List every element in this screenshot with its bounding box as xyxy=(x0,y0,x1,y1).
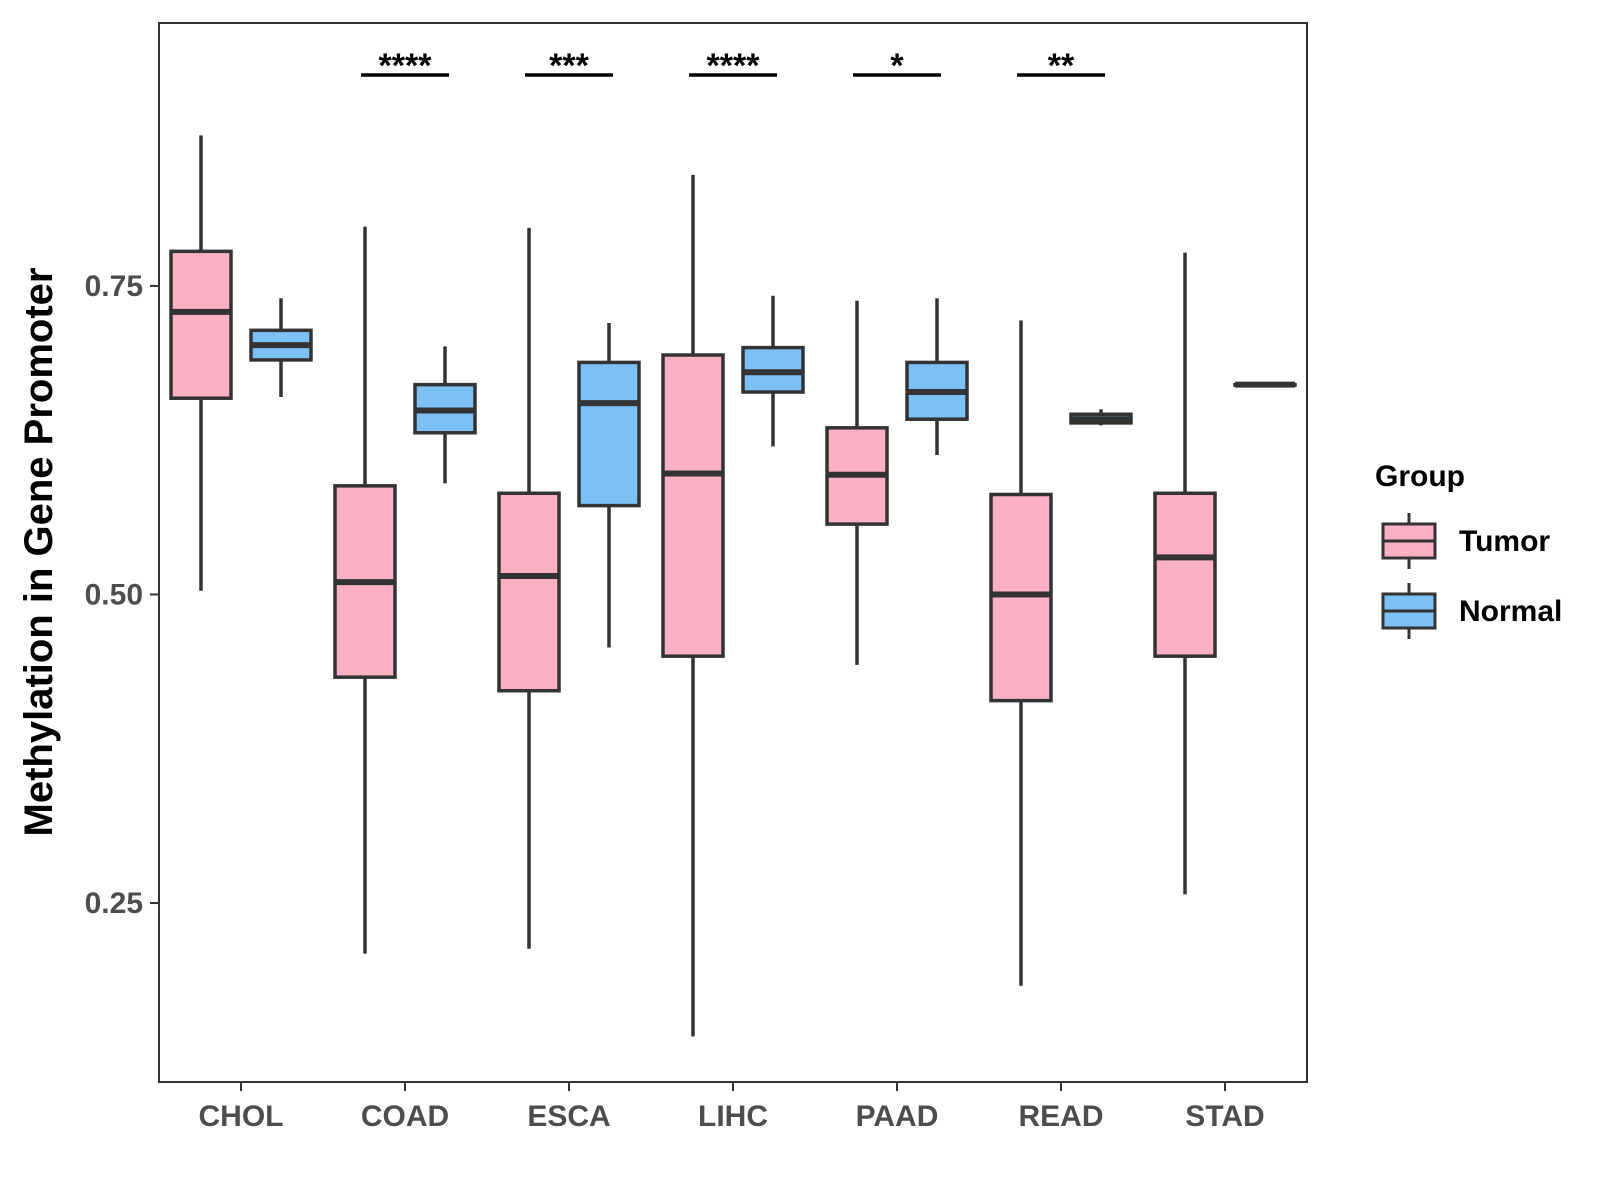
boxes-layer xyxy=(169,135,1297,1037)
legend-item-normal: Normal xyxy=(1381,583,1562,639)
legend-item-tumor: Tumor xyxy=(1381,513,1550,569)
box-normal-paad xyxy=(905,298,969,455)
x-axis: CHOL COAD ESCA LIHC PAAD READ STAD xyxy=(199,1082,1265,1133)
x-tick-label-lihc: LIHC xyxy=(698,1100,768,1133)
significance-label-esca: *** xyxy=(549,47,589,85)
box-tumor-esca xyxy=(497,227,561,949)
y-axis: 0.25 0.50 0.75 xyxy=(85,270,159,920)
box-body-tumor-stad xyxy=(1153,491,1217,658)
y-axis-title: Methylation in Gene Promoter xyxy=(17,268,61,837)
box-body-tumor-esca xyxy=(497,491,561,693)
box-normal-chol xyxy=(249,298,313,397)
box-body-tumor-lihc xyxy=(661,353,725,658)
legend-label-tumor: Tumor xyxy=(1459,525,1550,558)
x-tick-label-chol: CHOL xyxy=(199,1100,284,1133)
box-tumor-stad xyxy=(1153,252,1217,895)
x-tick-label-read: READ xyxy=(1018,1100,1103,1133)
plot-panel xyxy=(158,22,1308,1083)
x-tick-label-paad: PAAD xyxy=(856,1100,939,1133)
x-tick-label-coad: COAD xyxy=(361,1100,449,1133)
significance-label-coad: **** xyxy=(379,47,433,85)
box-normal-esca xyxy=(577,322,641,648)
box-normal-lihc xyxy=(741,295,805,447)
legend-label-normal: Normal xyxy=(1459,595,1562,628)
y-tick-label-1: 0.50 xyxy=(85,578,143,611)
annotations-layer: **** *** **** * ** xyxy=(361,47,1105,85)
box-normal-coad xyxy=(413,346,477,484)
box-tumor-lihc xyxy=(661,174,725,1037)
x-tick-label-esca: ESCA xyxy=(527,1100,610,1133)
box-tumor-coad xyxy=(333,226,397,954)
box-tumor-chol xyxy=(169,135,233,591)
box-normal-read xyxy=(1069,409,1133,426)
box-body-tumor-read xyxy=(989,492,1053,703)
y-tick-label-0: 0.25 xyxy=(85,887,143,920)
box-body-normal-esca xyxy=(577,360,641,508)
box-normal-stad xyxy=(1233,381,1297,388)
legend: Group Tumor Normal xyxy=(1375,460,1562,639)
significance-label-paad: * xyxy=(890,47,904,85)
box-tumor-read xyxy=(989,320,1053,986)
x-tick-label-stad: STAD xyxy=(1185,1100,1264,1133)
box-tumor-paad xyxy=(825,300,889,665)
box-body-tumor-chol xyxy=(169,249,233,400)
legend-title: Group xyxy=(1375,460,1465,493)
y-tick-label-2: 0.75 xyxy=(85,270,143,303)
significance-label-lihc: **** xyxy=(707,47,761,85)
significance-label-read: ** xyxy=(1048,47,1075,85)
